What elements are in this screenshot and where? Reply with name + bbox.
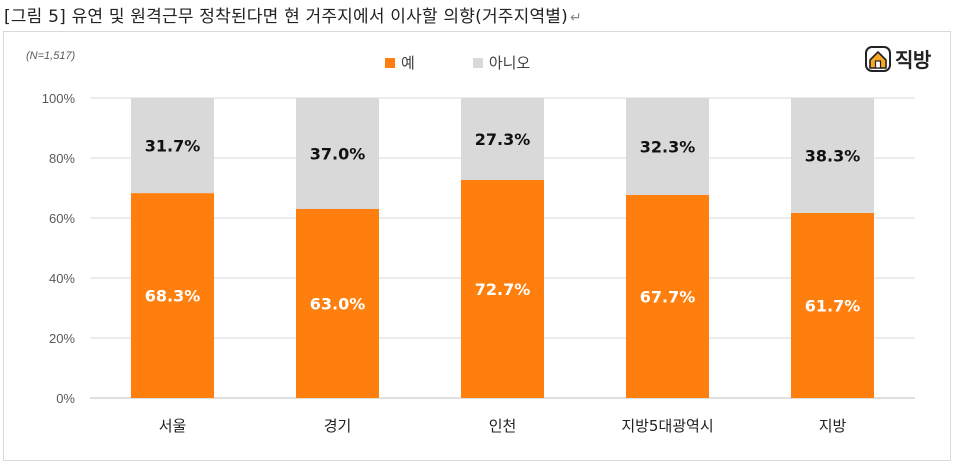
y-tick-label: 40% xyxy=(49,271,75,286)
data-label-no: 38.3% xyxy=(805,146,861,165)
bars: 68.3% 31.7% 63.0% 37.0% 72.7% 27.3% 67.7% 32.3%… xyxy=(131,98,874,398)
data-label-yes: 63.0% xyxy=(310,295,366,314)
y-tick-label: 80% xyxy=(49,151,75,166)
data-label-no: 27.3% xyxy=(475,130,531,149)
bar-no xyxy=(461,98,544,180)
y-tick-label: 20% xyxy=(49,331,75,346)
bar-yes xyxy=(131,193,214,398)
bar-no xyxy=(296,98,379,209)
data-label-yes: 68.3% xyxy=(145,287,201,306)
x-category-label: 지방 xyxy=(819,417,847,435)
chart-legend: 예 아니오 xyxy=(385,52,588,73)
x-axis: 서울 경기 인천 지방5대광역시 지방 xyxy=(159,417,847,435)
figure-caption: [그림 5] 유연 및 원격근무 정착된다면 현 거주지에서 이사할 의향(거주… xyxy=(4,2,582,27)
y-tick-label: 100% xyxy=(42,91,76,106)
brand-logo: 직방 xyxy=(865,44,931,73)
data-label-yes: 61.7% xyxy=(805,296,861,315)
bar-yes xyxy=(296,209,379,398)
x-category-label: 서울 xyxy=(159,417,187,435)
bar-no xyxy=(131,98,214,194)
data-label-yes: 67.7% xyxy=(640,287,696,306)
legend-label-no: 아니오 xyxy=(488,54,531,72)
bar-no xyxy=(626,98,709,195)
y-tick-label: 0% xyxy=(56,391,75,406)
legend-item-yes: 예 xyxy=(385,52,415,73)
legend-item-no: 아니오 xyxy=(472,52,531,73)
data-label-no: 32.3% xyxy=(640,137,696,156)
y-tick-label: 60% xyxy=(49,211,75,226)
legend-swatch-yes xyxy=(385,57,395,68)
y-axis: 0% 20% 40% 60% 80% 100% xyxy=(42,91,915,406)
data-label-no: 31.7% xyxy=(145,137,201,156)
x-category-label: 인천 xyxy=(489,417,517,435)
house-logo-icon xyxy=(865,45,891,72)
figure-caption-text: [그림 5] 유연 및 원격근무 정착된다면 현 거주지에서 이사할 의향(거주… xyxy=(4,7,568,27)
x-category-label: 경기 xyxy=(324,417,352,435)
bar-no xyxy=(791,98,874,213)
brand-name: 직방 xyxy=(895,48,931,72)
bar-yes xyxy=(626,194,709,398)
data-label-no: 37.0% xyxy=(310,145,366,164)
legend-swatch-no xyxy=(472,57,483,68)
bar-yes xyxy=(461,179,544,398)
bar-yes xyxy=(791,212,874,398)
paragraph-mark-icon: ↵ xyxy=(569,10,582,26)
sample-size-note: (N=1,517) xyxy=(26,50,76,62)
legend-label-yes: 예 xyxy=(401,54,415,72)
x-category-label: 지방5대광역시 xyxy=(621,417,713,435)
chart-frame xyxy=(3,31,951,461)
data-label-yes: 72.7% xyxy=(475,280,531,299)
